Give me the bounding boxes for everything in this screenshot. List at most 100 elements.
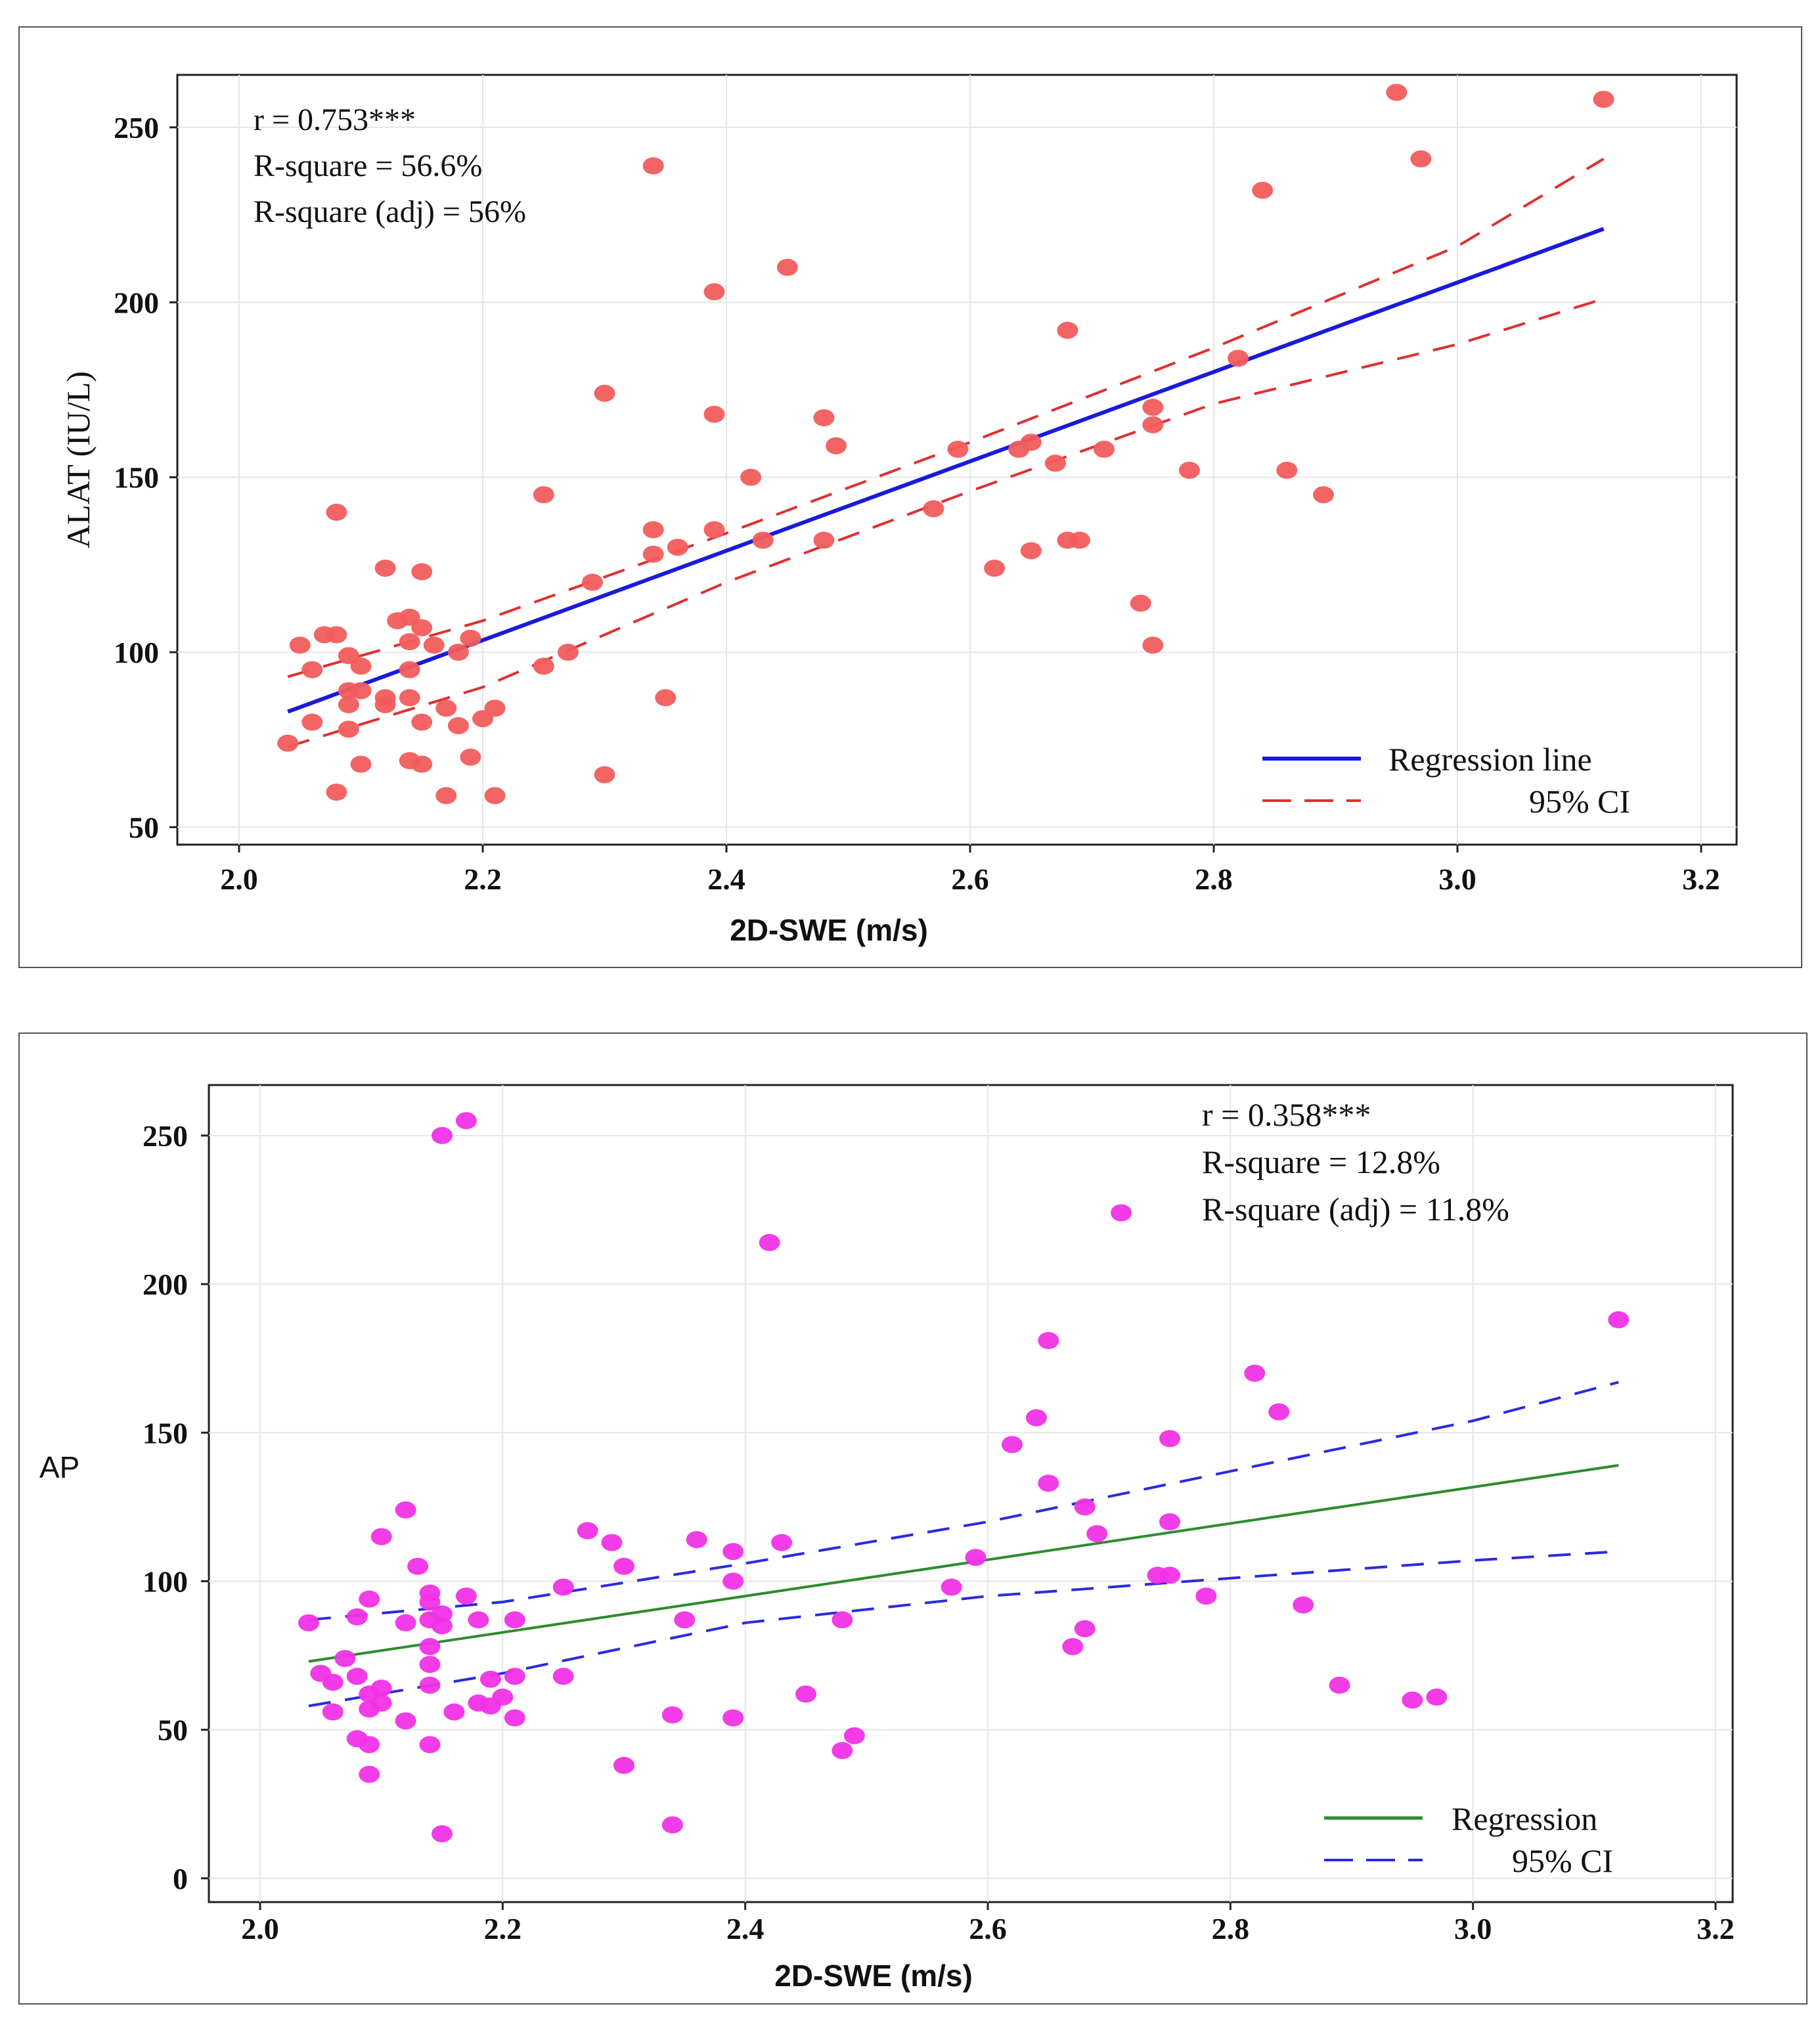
data-point (484, 787, 506, 805)
data-point (432, 1605, 453, 1623)
data-point (557, 644, 579, 661)
data-point (1276, 462, 1298, 479)
data-point (407, 1557, 429, 1575)
data-point (460, 748, 481, 766)
data-point (533, 657, 554, 675)
chart-panel-ap: 2.0 2.2 2.4 2.6 2.8 3.0 3.2 0 50 100 150 200 250 r =… (18, 1032, 1808, 2005)
data-point (947, 441, 969, 458)
data-point (411, 713, 433, 731)
data-point (1293, 1596, 1314, 1614)
y-tick-label: 150 (114, 461, 159, 495)
annotation-r-square: R-square = 12.8% (1202, 1143, 1440, 1180)
data-point (1142, 636, 1164, 654)
data-point (1094, 441, 1115, 458)
data-point (395, 1501, 416, 1519)
data-point (1057, 321, 1078, 339)
data-point (594, 384, 615, 402)
data-point (832, 1611, 853, 1629)
x-tick-label: 2.6 (951, 862, 989, 896)
data-point (419, 1593, 441, 1611)
legend-ci-label: 95% CI (1512, 1842, 1613, 1879)
alat-scatter-chart: 2.0 2.2 2.4 2.6 2.8 3.0 3.2 50 100 150 200 250 r = … (60, 74, 1738, 947)
data-point (984, 560, 1006, 577)
data-point (370, 1679, 392, 1697)
data-point (642, 545, 664, 563)
data-point (1086, 1525, 1108, 1543)
x-axis-label: 2D-SWE (m/s) (730, 913, 928, 947)
x-tick-label: 2.4 (707, 862, 745, 896)
data-point (423, 636, 445, 654)
x-tick-label: 2.4 (726, 1912, 765, 1945)
data-point (419, 1736, 441, 1754)
regression-line (308, 1464, 1619, 1663)
data-point (703, 283, 725, 301)
legend-ci-label: 95% CI (1529, 783, 1630, 820)
data-point (350, 755, 372, 773)
x-tick-label: 3.2 (1682, 862, 1720, 896)
x-tick-label: 2.8 (1212, 1912, 1250, 1945)
data-point (795, 1685, 816, 1703)
data-point (1244, 1364, 1266, 1382)
data-point (722, 1709, 744, 1727)
data-point (326, 626, 347, 644)
data-point (432, 1825, 453, 1842)
y-tick-label: 50 (158, 1714, 188, 1747)
legend: Regression line 95% CI (1262, 741, 1630, 820)
data-point (326, 503, 347, 521)
data-point (460, 629, 481, 647)
data-point (411, 755, 433, 773)
y-tick-label: 200 (143, 1268, 188, 1301)
y-tick-label: 250 (143, 1119, 188, 1153)
annotation-r: r = 0.358*** (1202, 1096, 1371, 1133)
data-point (1020, 433, 1042, 451)
ci-lower-line (308, 1550, 1619, 1708)
data-point (419, 1676, 441, 1694)
data-point (740, 468, 762, 486)
data-point (455, 1587, 477, 1605)
data-point (447, 717, 469, 734)
data-point (350, 682, 372, 699)
data-point (504, 1611, 525, 1629)
ap-scatter-chart: 2.0 2.2 2.4 2.6 2.8 3.0 3.2 0 50 100 150 200 250 r =… (39, 1084, 1735, 1993)
x-tick-label: 2.0 (220, 862, 258, 896)
data-point (1268, 1403, 1290, 1421)
annotation-r-square: R-square = 56.6% (254, 148, 482, 183)
data-point (1228, 349, 1249, 367)
annotation-r-square-adj: R-square (adj) = 56% (254, 194, 526, 229)
data-point (359, 1736, 380, 1754)
data-point (395, 1614, 416, 1631)
data-point (1025, 1409, 1047, 1427)
x-tick-label: 3.0 (1438, 862, 1476, 896)
data-point (504, 1709, 525, 1727)
data-point (813, 409, 835, 427)
data-point (374, 560, 396, 577)
data-point (301, 661, 323, 678)
data-point (435, 699, 457, 717)
data-point (419, 1638, 441, 1655)
data-point (419, 1656, 441, 1674)
data-point (432, 1126, 453, 1144)
data-point (277, 734, 299, 752)
data-point (399, 689, 420, 707)
legend-regression-label: Regression line (1388, 741, 1592, 778)
data-point (370, 1528, 392, 1545)
data-point (703, 521, 725, 539)
data-point (1142, 399, 1164, 416)
y-tick-label: 250 (114, 111, 159, 144)
data-point (1142, 416, 1164, 433)
data-point (1178, 462, 1200, 479)
data-point (1038, 1332, 1059, 1349)
y-tick-label: 50 (129, 810, 159, 844)
x-tick-label: 2.2 (464, 862, 502, 896)
x-tick-label: 2.8 (1195, 862, 1233, 896)
data-point (374, 696, 396, 713)
data-point (1044, 455, 1066, 472)
x-axis-label: 2D-SWE (m/s) (774, 1959, 973, 1993)
data-point (601, 1534, 623, 1551)
legend-regression-label: Regression (1452, 1800, 1597, 1837)
data-point (1426, 1688, 1448, 1706)
data-point (322, 1674, 344, 1691)
data-point (1593, 91, 1614, 108)
y-tick-label: 100 (114, 636, 159, 669)
data-point (411, 619, 433, 636)
